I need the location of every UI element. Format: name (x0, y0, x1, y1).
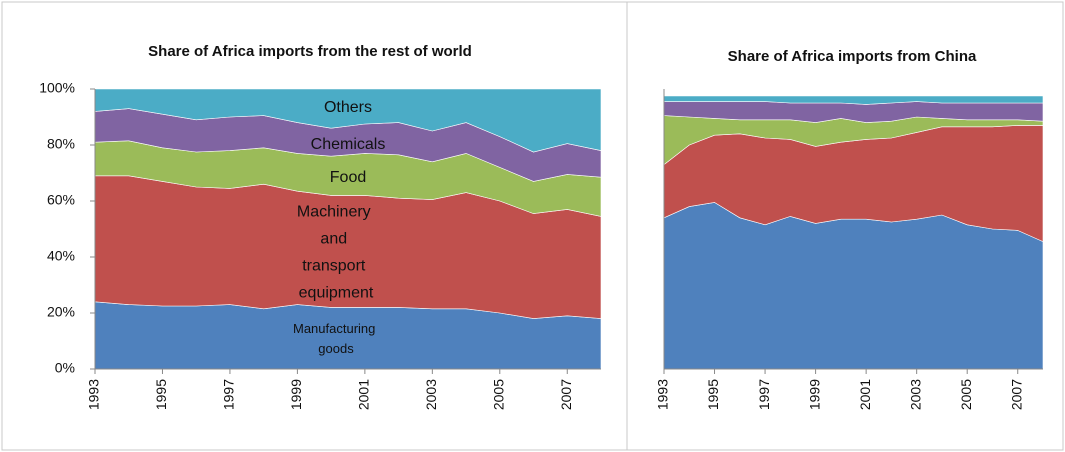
x-tick-label: 1993 (86, 379, 102, 410)
y-tick-label: 40% (47, 248, 75, 264)
series-label: Others (324, 99, 372, 116)
x-tick-label: 1997 (756, 379, 772, 410)
x-tick-label: 1999 (806, 379, 822, 410)
y-tick-label: 80% (47, 136, 75, 152)
y-tick-label: 100% (39, 80, 75, 96)
series-label: Machinery and transport equipment (297, 204, 375, 302)
y-tick-label: 20% (47, 304, 75, 320)
y-tick-label: 60% (47, 192, 75, 208)
x-tick-label: 1995 (153, 379, 169, 410)
x-tick-label: 2005 (491, 379, 507, 410)
x-tick-label: 1997 (221, 379, 237, 410)
y-tick-label: 0% (55, 360, 75, 376)
area (663, 95, 1044, 105)
x-tick-label: 2005 (958, 379, 974, 410)
x-tick-label: 2001 (356, 379, 372, 410)
x-tick-label: 2003 (423, 379, 439, 410)
x-tick-label: 2007 (1008, 379, 1024, 410)
chart-title: Share of Africa imports from China (728, 48, 977, 65)
x-tick-label: 1993 (655, 379, 671, 410)
x-tick-label: 1999 (288, 379, 304, 410)
series-label: Manufacturing goods (293, 321, 379, 356)
area (94, 88, 602, 153)
x-tick-label: 2007 (558, 379, 574, 410)
series-label: Chemicals (311, 136, 386, 153)
series-label: Food (330, 169, 366, 186)
x-tick-label: 1995 (705, 379, 721, 410)
x-tick-label: 2003 (907, 379, 923, 410)
chart-title: Share of Africa imports from the rest of… (148, 43, 472, 60)
x-tick-label: 2001 (857, 379, 873, 410)
